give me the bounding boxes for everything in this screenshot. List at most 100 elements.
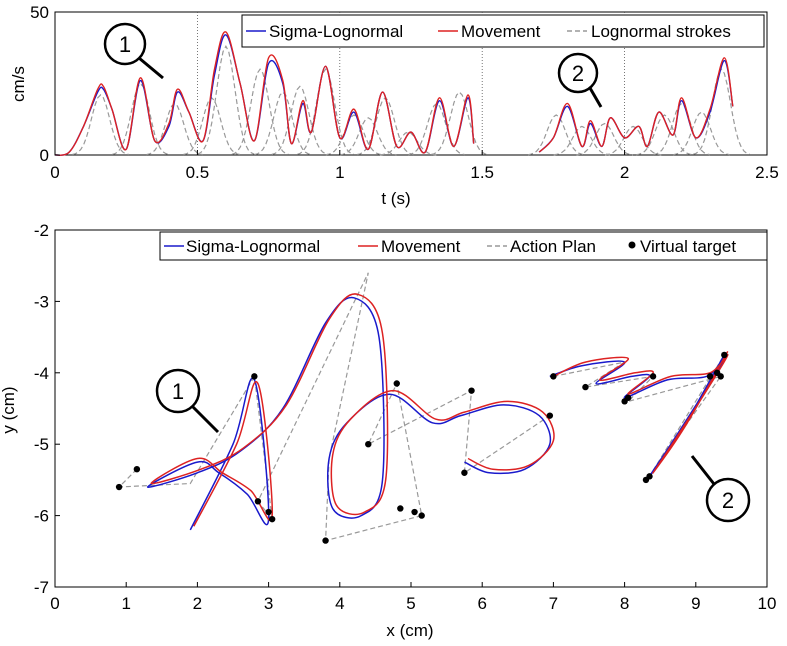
virtual-target-16: [582, 383, 589, 391]
callout-top-1: 1: [103, 22, 164, 80]
legend-label-sigma: Sigma-Lognormal: [269, 22, 403, 41]
legend2-swatch-target: [628, 241, 636, 249]
velocity-xtick-label-5: 2.5: [755, 163, 779, 182]
trajectory-legend: Sigma-Lognormal Movement Action Plan Vir…: [159, 231, 768, 261]
virtual-target-7: [393, 380, 400, 387]
legend2-label-target: Virtual target: [640, 237, 736, 256]
velocity-legend-box: [241, 14, 765, 48]
trajectory-xtick-label-7: 7: [549, 594, 558, 613]
velocity-ytick-label-1: 50: [30, 3, 49, 22]
trajectory-ytick-label-4: -6: [34, 507, 49, 526]
virtual-target-8: [397, 505, 404, 512]
lognormal-stroke-2: [146, 102, 203, 156]
trajectory-part2-line-1: [553, 351, 729, 474]
trajectory-legend-box: [159, 231, 768, 261]
velocity-xtick-label-2: 1: [335, 163, 344, 182]
legend-label-movement: Movement: [461, 22, 541, 41]
velocity-xtick-label-3: 1.5: [470, 163, 494, 182]
velocity-series-line-3: [538, 57, 734, 153]
lognormal-stroke-18: [604, 125, 662, 156]
trajectory-ytick-label-3: -5: [34, 435, 49, 454]
trajectory-xtick-label-3: 3: [264, 594, 273, 613]
virtual-targets: [115, 351, 728, 544]
trajectory-ytick-label-5: -7: [34, 578, 49, 597]
legend2-label-sigma: Sigma-Lognormal: [186, 237, 320, 256]
lognormal-stroke-14: [431, 91, 488, 156]
legend-label-lognormal: Lognormal strokes: [591, 22, 731, 41]
velocity-legend: Sigma-Lognormal Movement Lognormal strok…: [241, 14, 765, 48]
lognormal-stroke-15: [527, 114, 585, 156]
velocity-series: [54, 31, 734, 156]
trajectory-ytick-label-0: -2: [34, 221, 49, 240]
lognormal-stroke-13: [408, 102, 465, 156]
lognormal-stroke-6: [254, 91, 312, 156]
velocity-ytick-label-0: 0: [40, 146, 49, 165]
virtual-target-12: [461, 469, 468, 476]
trajectory-series-line-1: [150, 293, 555, 527]
lognormal-stroke-16: [553, 125, 611, 156]
virtual-target-15: [550, 373, 557, 380]
trajectory-xtick-label-0: 0: [50, 594, 59, 613]
lognormal-stroke-22: [693, 68, 750, 155]
lognormal-stroke-9: [325, 114, 383, 156]
trajectory-ticks: 0 1 2 3 4 5 6 7 8 9 10 -2 -3 -4 -5 -6 -7: [34, 221, 777, 613]
trajectory-series-line-0: [146, 296, 552, 531]
virtual-target-2: [251, 373, 258, 380]
lognormal-stroke-19: [636, 114, 693, 156]
virtual-target-18: [624, 394, 632, 401]
trajectory-xtick-label-5: 5: [406, 594, 415, 613]
virtual-target-24: [721, 351, 728, 359]
lognormal-stroke-21: [673, 111, 730, 156]
trajectory-xtick-label-6: 6: [477, 594, 486, 613]
callout-top-2: 2: [557, 52, 603, 108]
trajectory-xtick-label-9: 9: [691, 594, 700, 613]
velocity-panel: 0 0.5 1 1.5 2 2.5 0 50 t (s) cm/s Sigma-Lognorm…: [9, 3, 779, 208]
virtual-target-5: [268, 515, 276, 523]
svg-text:1: 1: [172, 379, 184, 404]
callout-bottom-1: 1: [155, 368, 220, 434]
lognormal-stroke-12: [379, 131, 437, 156]
velocity-xtick-label-4: 2: [620, 163, 629, 182]
trajectory-xtick-label-10: 10: [758, 594, 777, 613]
trajectory-xtick-label-1: 1: [121, 594, 130, 613]
virtual-target-6: [322, 537, 329, 544]
action-plan-path-1: [117, 272, 551, 542]
lognormal-stroke-0: [72, 94, 129, 156]
trajectory-xtick-label-8: 8: [620, 594, 629, 613]
lognormal-stroke-7: [271, 85, 329, 156]
svg-text:2: 2: [722, 488, 734, 513]
legend2-label-plan: Action Plan: [510, 237, 596, 256]
lognormal-stroke-20: [653, 102, 710, 156]
virtual-target-0: [115, 483, 123, 491]
trajectory-y-label: y (cm): [0, 386, 18, 433]
virtual-target-13: [468, 387, 475, 394]
virtual-target-4: [265, 508, 272, 516]
virtual-target-14: [546, 412, 554, 419]
trajectory-xtick-label-2: 2: [193, 594, 202, 613]
lognormal-stroke-10: [340, 117, 397, 156]
trajectory-panel: 0 1 2 3 4 5 6 7 8 9 10 -2 -3 -4 -5 -6 -7 x (cm) y (cm) S…: [0, 221, 776, 640]
virtual-target-19: [649, 373, 657, 380]
virtual-target-25: [717, 373, 724, 380]
lognormal-stroke-5: [231, 68, 289, 155]
velocity-xtick-label-1: 0.5: [186, 163, 210, 182]
virtual-target-22: [706, 373, 714, 380]
svg-text:1: 1: [119, 32, 131, 57]
velocity-ticks: 0 0.5 1 1.5 2 2.5 0 50: [30, 3, 779, 182]
trajectory-ytick-label-1: -3: [34, 292, 49, 311]
trajectory-plot-frame: [54, 229, 768, 588]
virtual-target-21: [646, 473, 653, 480]
virtual-target-9: [411, 508, 418, 516]
trajectory-ytick-label-2: -4: [34, 364, 49, 383]
virtual-target-3: [254, 498, 262, 505]
svg-text:2: 2: [572, 61, 584, 86]
lognormal-stroke-8: [297, 68, 354, 155]
velocity-series-line-2: [54, 31, 475, 156]
virtual-target-11: [365, 441, 372, 448]
trajectory-x-label: x (cm): [386, 621, 433, 640]
callout-bottom-2: 2: [690, 455, 751, 523]
virtual-target-10: [418, 512, 425, 519]
virtual-target-1: [133, 465, 141, 473]
legend2-label-movement: Movement: [381, 237, 461, 256]
